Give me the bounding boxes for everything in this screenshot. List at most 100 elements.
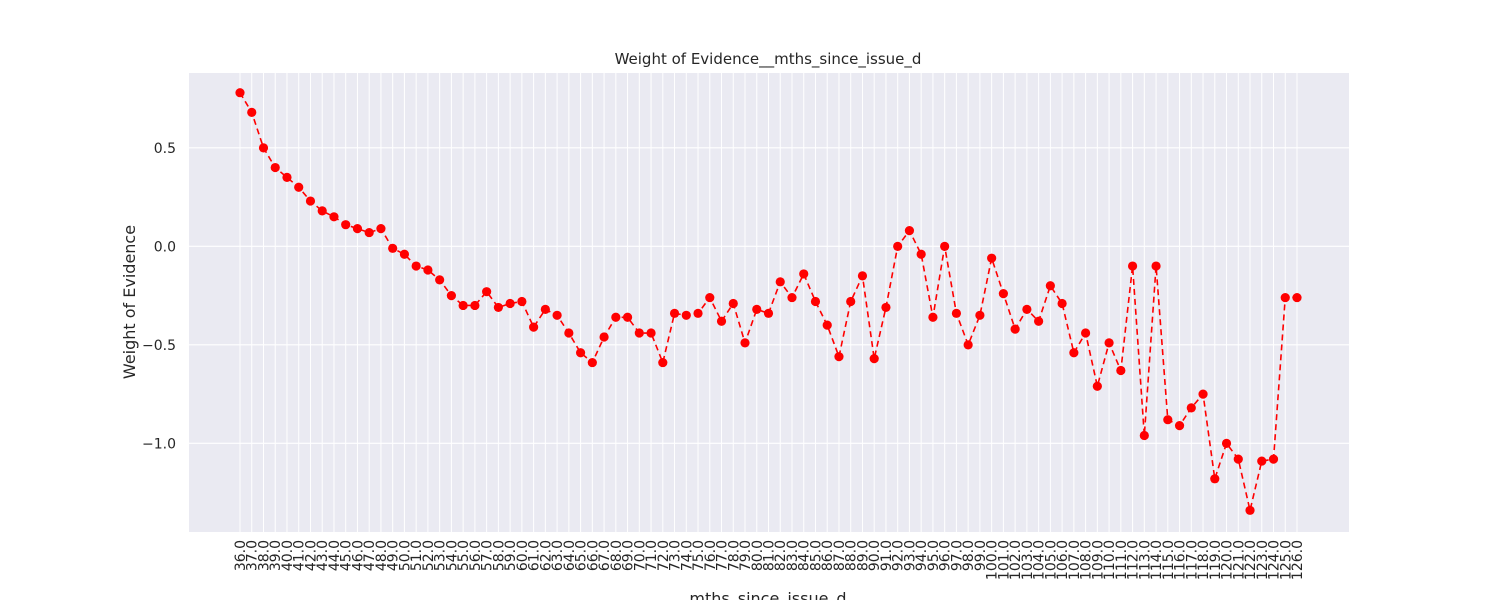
data-point — [928, 312, 938, 322]
x-tick-label: 69.0 — [621, 540, 637, 571]
data-point — [1198, 389, 1208, 399]
x-tick-label: 126.0 — [1290, 540, 1306, 580]
x-tick-label: 77.0 — [715, 540, 731, 571]
x-tick-label: 85.0 — [808, 540, 824, 571]
data-point — [517, 296, 527, 307]
y-tick-label: 0.5 — [154, 141, 176, 157]
x-tick-label: 87.0 — [832, 540, 848, 571]
x-tick-label: 75.0 — [691, 540, 707, 571]
data-point — [435, 275, 445, 285]
data-point — [987, 253, 997, 263]
data-point — [940, 241, 950, 251]
data-point — [1245, 505, 1255, 515]
x-tick-label: 112.0 — [1126, 540, 1142, 580]
x-tick-label: 114.0 — [1149, 540, 1165, 580]
data-point — [881, 302, 891, 313]
data-point — [235, 88, 245, 98]
x-tick-label: 83.0 — [785, 540, 801, 571]
data-point — [587, 357, 597, 368]
data-point — [540, 304, 550, 314]
data-point — [1057, 298, 1067, 309]
x-tick-label: 41.0 — [292, 540, 308, 571]
data-point — [1163, 415, 1173, 425]
x-tick-label: 59.0 — [503, 540, 519, 571]
data-point — [529, 322, 539, 332]
x-tick-label: 113.0 — [1137, 540, 1153, 580]
x-tick-label: 99.0 — [973, 540, 989, 571]
data-point — [446, 291, 456, 301]
x-tick-label: 109.0 — [1090, 540, 1106, 580]
x-tick-label: 93.0 — [902, 540, 918, 571]
data-point — [411, 261, 421, 271]
data-point — [787, 292, 797, 303]
x-tick-label: 108.0 — [1079, 540, 1095, 580]
data-point — [752, 304, 762, 314]
x-tick-label: 42.0 — [303, 540, 319, 571]
x-tick-label: 68.0 — [609, 540, 625, 571]
x-tick-label: 37.0 — [245, 540, 261, 571]
data-point — [482, 287, 492, 297]
x-tick-label: 54.0 — [444, 540, 460, 571]
data-point — [1139, 430, 1149, 441]
data-point — [247, 107, 257, 117]
x-tick-label: 45.0 — [339, 540, 355, 571]
data-point — [1116, 365, 1126, 376]
x-tick-label: 55.0 — [456, 540, 472, 571]
x-tick-label: 101.0 — [996, 540, 1012, 580]
x-tick-label: 106.0 — [1055, 540, 1071, 580]
x-tick-label: 67.0 — [597, 540, 613, 571]
x-tick-label: 63.0 — [550, 540, 566, 571]
data-point — [1010, 324, 1020, 334]
data-point — [810, 296, 821, 307]
data-point — [493, 302, 503, 313]
x-tick-label: 110.0 — [1102, 540, 1118, 580]
x-tick-label: 120.0 — [1220, 540, 1236, 580]
x-tick-label: 104.0 — [1032, 540, 1048, 580]
x-tick-label: 66.0 — [585, 540, 601, 571]
x-tick-label: 46.0 — [350, 540, 366, 571]
data-point — [681, 310, 691, 320]
x-tick-label: 125.0 — [1278, 540, 1294, 580]
data-point — [1280, 292, 1290, 303]
x-tick-label: 65.0 — [574, 540, 590, 571]
x-gridlines — [239, 73, 1298, 532]
x-tick-label: 118.0 — [1196, 540, 1212, 580]
data-point — [317, 206, 327, 216]
x-tick-label: 49.0 — [386, 540, 402, 571]
data-point — [352, 224, 363, 234]
data-point — [693, 308, 703, 318]
x-tick-label: 62.0 — [538, 540, 554, 571]
x-tick-label: 102.0 — [1008, 540, 1024, 580]
data-point — [282, 172, 292, 183]
x-tick-label: 122.0 — [1243, 540, 1259, 580]
x-tick-label: 48.0 — [374, 540, 390, 571]
data-point — [834, 352, 844, 362]
x-tick-label: 78.0 — [726, 540, 742, 571]
data-point — [646, 328, 656, 338]
x-tick-label: 38.0 — [256, 540, 272, 571]
x-tick-labels: 36.037.038.039.040.041.042.043.044.045.0… — [233, 540, 1306, 580]
x-tick-label: 82.0 — [773, 540, 789, 571]
data-point — [1210, 474, 1220, 484]
data-point — [341, 220, 351, 230]
data-point — [294, 182, 304, 192]
x-tick-label: 119.0 — [1208, 540, 1224, 580]
x-tick-label: 36.0 — [233, 540, 249, 571]
x-tick-label: 107.0 — [1067, 540, 1083, 580]
data-point — [705, 292, 715, 303]
x-tick-label: 52.0 — [421, 540, 437, 571]
x-tick-label: 117.0 — [1184, 540, 1200, 580]
data-point — [846, 296, 856, 307]
x-tick-label: 79.0 — [738, 540, 754, 571]
data-point — [1127, 261, 1138, 271]
data-point — [740, 338, 750, 348]
data-point — [364, 227, 374, 238]
data-point — [1174, 421, 1185, 431]
x-tick-label: 53.0 — [433, 540, 449, 571]
x-tick-label: 76.0 — [703, 540, 719, 571]
data-point — [423, 265, 433, 275]
data-point — [1186, 403, 1196, 413]
data-point — [716, 316, 727, 326]
data-point — [951, 308, 962, 318]
